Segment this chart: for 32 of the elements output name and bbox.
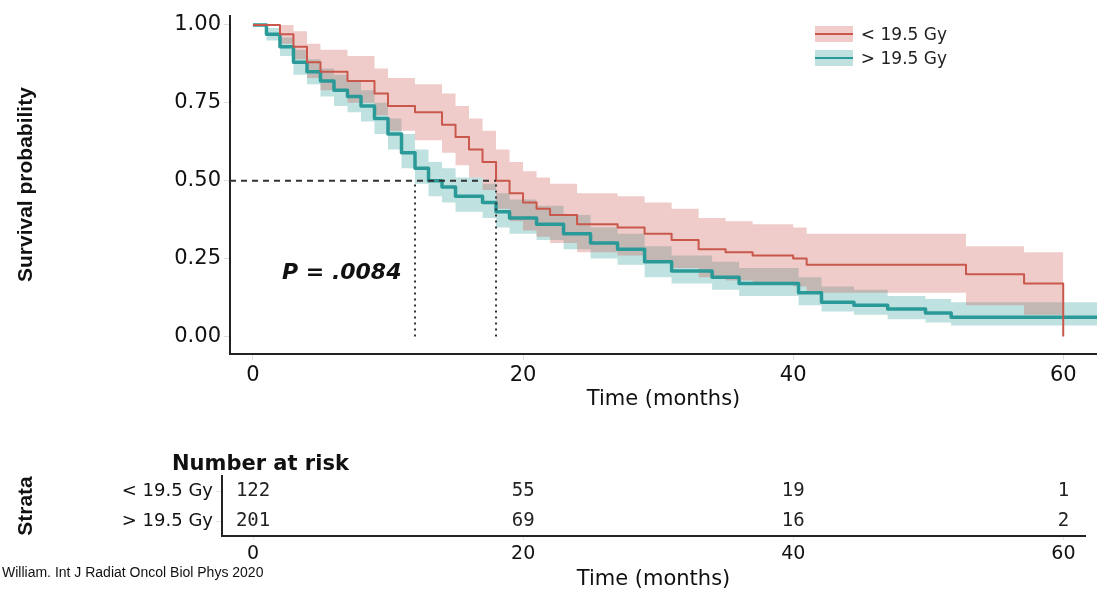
x-tick-label: 0 xyxy=(247,541,260,564)
y-tick-label: 0.50 xyxy=(174,167,221,192)
y-tick-label: 1.00 xyxy=(174,11,221,36)
y-tick-label: > 19.5 Gy xyxy=(121,508,214,530)
y-tick-label: 0.00 xyxy=(174,322,221,347)
chart-title: Number at risk xyxy=(172,451,350,475)
x-tick-label: 20 xyxy=(511,541,536,564)
x-tick-label: 60 xyxy=(1051,541,1076,564)
data-label: 2 xyxy=(1057,507,1070,530)
x-tick-label: 60 xyxy=(1049,361,1077,386)
y-axis-title: Strata xyxy=(13,475,37,536)
data-label: 1 xyxy=(1057,477,1070,500)
x-tick-label: 40 xyxy=(779,361,807,386)
x-tick-label: 0 xyxy=(246,361,260,386)
y-axis-title: Survival probability xyxy=(13,86,37,283)
y-tick-label: 0.25 xyxy=(174,245,221,270)
legend-label: < 19.5 Gy xyxy=(860,24,947,44)
x-tick-label: 40 xyxy=(781,541,806,564)
x-axis-title: Time (months) xyxy=(575,565,731,590)
data-label: 122 xyxy=(235,477,271,500)
x-axis-title: Time (months) xyxy=(585,385,741,410)
y-tick-label: 0.75 xyxy=(174,89,221,114)
annotation: P = .0084 xyxy=(282,259,402,285)
data-label: 19 xyxy=(781,477,805,500)
data-label: 201 xyxy=(235,507,271,530)
text: William. Int J Radiat Oncol Biol Phys 2020 xyxy=(2,564,264,580)
x-tick-label: 20 xyxy=(509,361,537,386)
data-label: 69 xyxy=(511,507,535,530)
data-label: 16 xyxy=(781,507,805,530)
legend-label: > 19.5 Gy xyxy=(860,48,947,68)
data-label: 55 xyxy=(511,477,535,500)
y-tick-label: < 19.5 Gy xyxy=(121,478,214,500)
